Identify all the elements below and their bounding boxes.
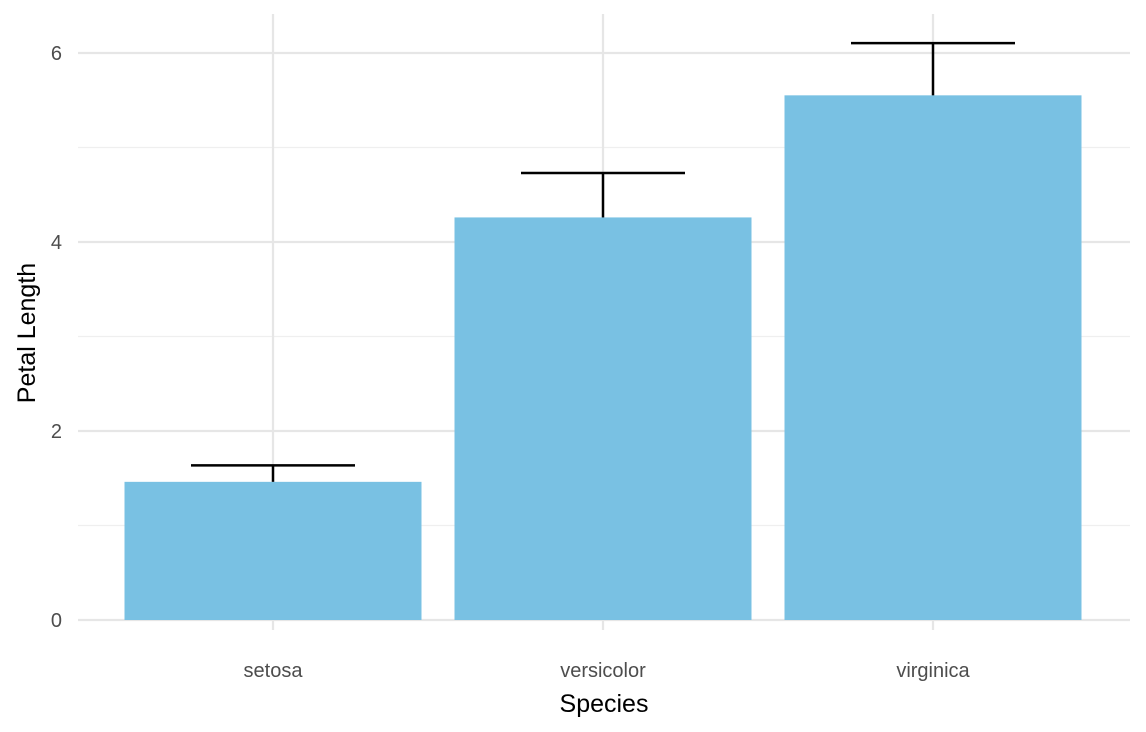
- x-tick-label: virginica: [896, 660, 970, 682]
- bar-versicolor: [454, 217, 752, 620]
- y-tick-label: 0: [51, 610, 62, 632]
- bar-setosa: [124, 481, 422, 620]
- x-tick-label: setosa: [244, 660, 304, 682]
- errorbar-layer: [191, 41, 1015, 482]
- y-tick-label: 2: [51, 421, 62, 443]
- bar-layer: [124, 95, 1082, 620]
- x-tick-label: versicolor: [560, 660, 646, 682]
- y-axis-title: Petal Length: [13, 263, 41, 403]
- x-axis-title: Species: [560, 690, 649, 718]
- bar-virginica: [784, 95, 1082, 620]
- y-tick-label: 6: [51, 43, 62, 65]
- y-tick-label: 4: [51, 232, 62, 254]
- tick-label-layer: 0 2 4 6 setosa versicolor virginica: [51, 43, 971, 682]
